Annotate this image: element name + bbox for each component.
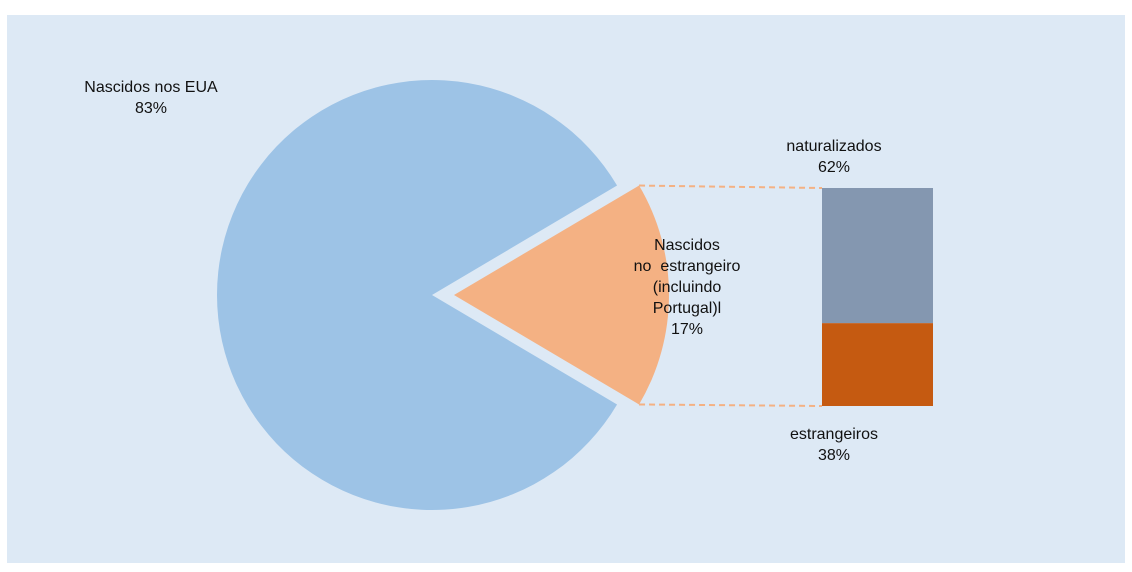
bar-label-estrangeiros: estrangeiros 38% bbox=[759, 424, 909, 466]
bar-label-estrangeiros-name: estrangeiros bbox=[789, 426, 879, 443]
bar-label-naturalizados-value: 62% bbox=[817, 159, 851, 176]
slice-foreign-born bbox=[454, 185, 669, 405]
slice-label-foreign-value: 17% bbox=[670, 321, 704, 338]
bar-label-naturalizados-name: naturalizados bbox=[786, 138, 882, 155]
connector-line-bottom bbox=[639, 403, 823, 407]
slice-label-foreign-line-2: no estrangeiro bbox=[633, 258, 741, 275]
slice-label-foreign-born: Nascidos no estrangeiro (incluindo Portu… bbox=[597, 235, 777, 340]
pie-of-bar-chart bbox=[216, 80, 933, 511]
slice-label-foreign-line-1: Nascidos bbox=[654, 237, 720, 254]
bar-label-estrangeiros-value: 38% bbox=[817, 447, 851, 464]
slice-label-us-born: Nascidos nos EUA 83% bbox=[51, 77, 251, 119]
slice-label-foreign-line-4: Portugal)l bbox=[652, 300, 722, 317]
bar-label-naturalizados: naturalizados 62% bbox=[759, 136, 909, 178]
bar-segment-naturalizados bbox=[822, 188, 933, 324]
slice-label-us-born-name: Nascidos nos EUA bbox=[84, 79, 218, 96]
bar-segment-estrangeiros bbox=[822, 323, 933, 406]
slice-us-born bbox=[216, 80, 618, 511]
slice-label-us-born-value: 83% bbox=[134, 100, 168, 117]
chart-area: Nascidos nos EUA 83% Nascidos no estrang… bbox=[7, 15, 1125, 563]
slice-label-foreign-line-3: (incluindo bbox=[652, 279, 722, 296]
connector-line-top bbox=[639, 184, 823, 189]
